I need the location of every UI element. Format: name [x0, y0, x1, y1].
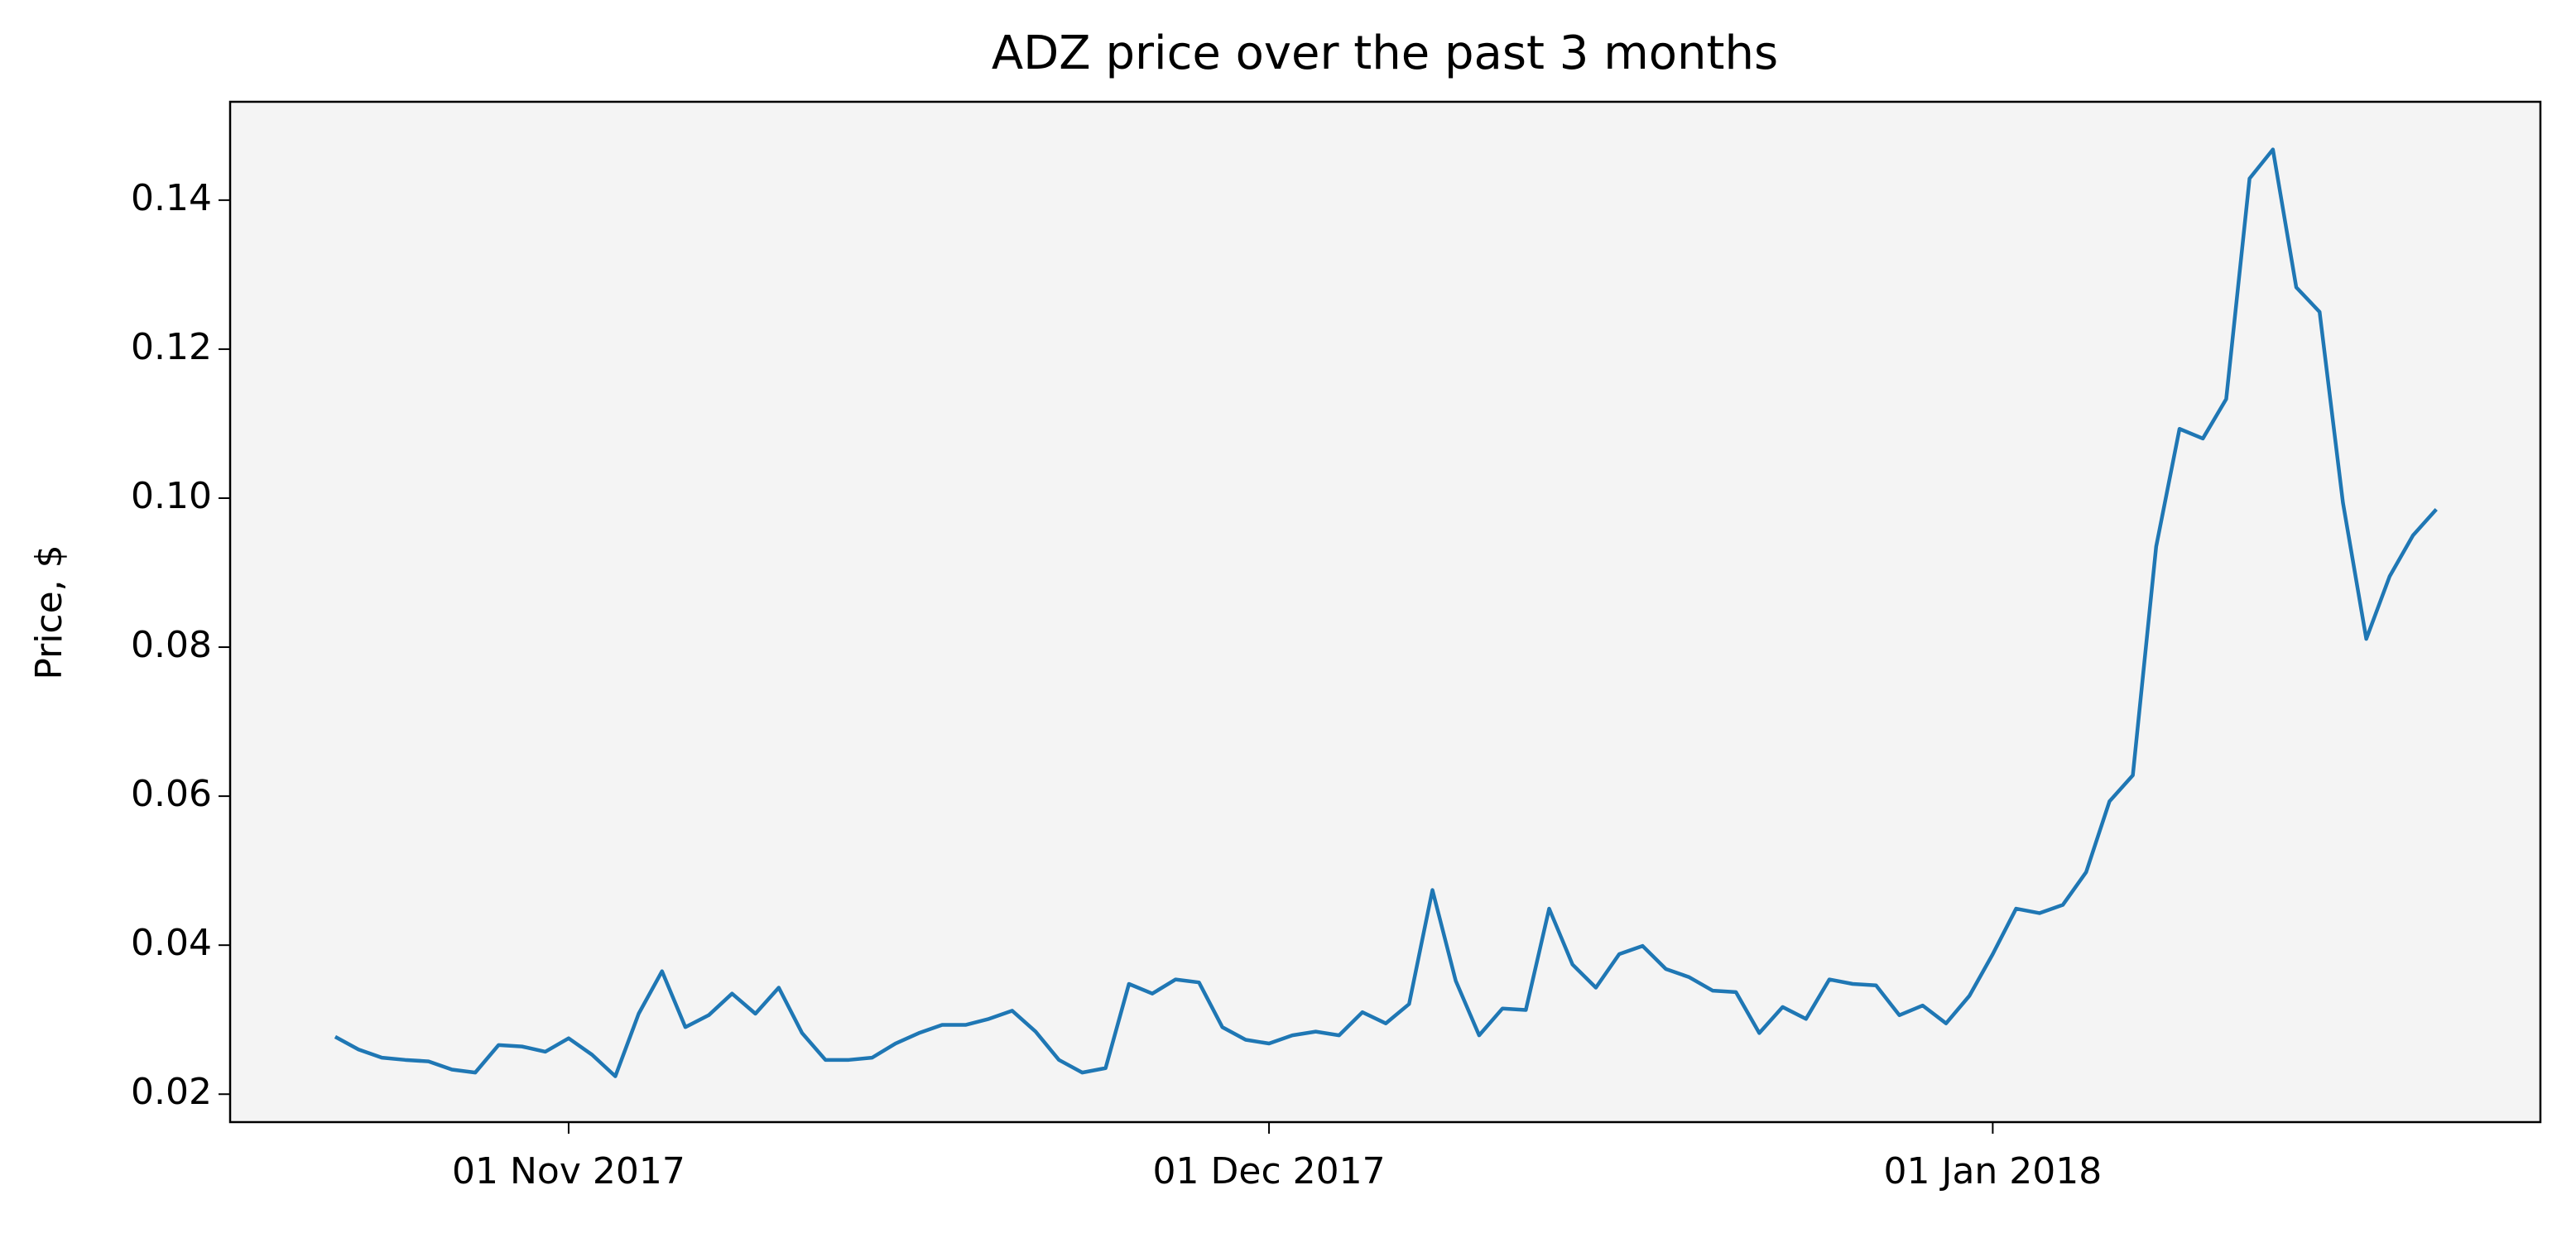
- y-tick-label: 0.12: [131, 326, 212, 368]
- y-tick-label: 0.02: [131, 1071, 212, 1113]
- price-line: [334, 147, 2438, 1078]
- y-tick-label: 0.14: [131, 177, 212, 219]
- plot-area: [230, 102, 2540, 1122]
- y-tick-label: 0.08: [131, 624, 212, 666]
- x-tick-label: 01 Nov 2017: [452, 1150, 685, 1192]
- plot-frame: [228, 100, 2542, 1124]
- y-axis-label: Price, $: [28, 545, 70, 679]
- y-tick-label: 0.10: [131, 475, 212, 517]
- y-tick-label: 0.06: [131, 773, 212, 815]
- y-tick-label: 0.04: [131, 922, 212, 964]
- x-tick-label: 01 Dec 2017: [1153, 1150, 1386, 1192]
- chart-title: ADZ price over the past 3 months: [992, 26, 1778, 80]
- x-tick-label: 01 Jan 2018: [1884, 1150, 2103, 1192]
